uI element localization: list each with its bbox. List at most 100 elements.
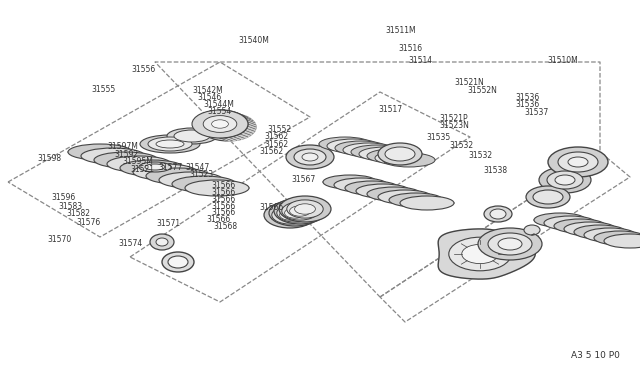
Ellipse shape (383, 153, 435, 167)
Ellipse shape (498, 238, 522, 250)
Ellipse shape (286, 145, 334, 169)
Ellipse shape (319, 137, 371, 151)
Ellipse shape (356, 184, 410, 198)
Ellipse shape (327, 139, 379, 153)
Ellipse shape (302, 153, 318, 161)
Ellipse shape (555, 175, 575, 185)
Text: A3 5 10 P0: A3 5 10 P0 (571, 351, 620, 360)
Ellipse shape (148, 137, 192, 151)
Ellipse shape (334, 178, 388, 192)
Ellipse shape (526, 186, 570, 208)
Text: 31544M: 31544M (204, 100, 234, 109)
Ellipse shape (172, 176, 236, 192)
Text: 31583: 31583 (59, 202, 83, 211)
Ellipse shape (490, 209, 506, 219)
Ellipse shape (574, 225, 626, 239)
Text: 31566: 31566 (211, 208, 236, 217)
Ellipse shape (462, 244, 499, 264)
Text: 31552: 31552 (268, 125, 292, 134)
Text: 31570: 31570 (47, 235, 72, 244)
Text: 31536: 31536 (516, 100, 540, 109)
Text: 31595M: 31595M (122, 157, 153, 166)
Ellipse shape (68, 144, 132, 160)
Text: 31554: 31554 (207, 107, 232, 116)
Text: 31566: 31566 (211, 182, 236, 190)
Text: 31598: 31598 (37, 154, 61, 163)
Ellipse shape (378, 143, 422, 165)
Ellipse shape (156, 140, 184, 148)
Text: 31562: 31562 (264, 140, 289, 149)
Ellipse shape (604, 234, 640, 248)
Text: 31582: 31582 (67, 209, 91, 218)
Ellipse shape (548, 147, 608, 177)
Ellipse shape (294, 149, 326, 165)
Text: 31537: 31537 (525, 108, 549, 117)
Ellipse shape (335, 141, 387, 155)
Ellipse shape (568, 157, 588, 167)
Ellipse shape (533, 190, 563, 204)
Ellipse shape (81, 148, 145, 164)
Ellipse shape (484, 206, 512, 222)
Text: 31536: 31536 (516, 93, 540, 102)
Ellipse shape (185, 180, 249, 196)
Text: 31546: 31546 (198, 93, 222, 102)
Ellipse shape (150, 234, 174, 250)
Ellipse shape (294, 204, 316, 214)
Ellipse shape (290, 206, 310, 216)
Text: 31521: 31521 (130, 165, 154, 174)
Ellipse shape (279, 196, 331, 222)
Text: 31566: 31566 (211, 202, 236, 211)
Text: 31597M: 31597M (108, 142, 138, 151)
Ellipse shape (159, 172, 223, 188)
Ellipse shape (212, 120, 228, 128)
Ellipse shape (162, 252, 194, 272)
Ellipse shape (345, 181, 399, 195)
Ellipse shape (478, 228, 542, 260)
Text: 31552N: 31552N (467, 86, 497, 94)
Text: 31562: 31562 (264, 132, 289, 141)
Ellipse shape (285, 208, 305, 218)
Text: 31542M: 31542M (192, 86, 223, 94)
Ellipse shape (343, 143, 395, 157)
Text: 31547: 31547 (185, 163, 209, 172)
Text: 31556: 31556 (131, 65, 156, 74)
Ellipse shape (269, 200, 321, 226)
Ellipse shape (264, 202, 316, 228)
Ellipse shape (277, 204, 313, 222)
Ellipse shape (594, 231, 640, 245)
Text: 31532: 31532 (449, 141, 474, 150)
Text: 31576: 31576 (77, 218, 101, 227)
Ellipse shape (544, 216, 596, 230)
Text: 31511M: 31511M (385, 26, 416, 35)
Ellipse shape (539, 167, 591, 193)
Ellipse shape (375, 151, 427, 165)
Ellipse shape (146, 168, 210, 184)
Text: 31538: 31538 (484, 166, 508, 175)
Ellipse shape (272, 206, 308, 224)
Text: 31592: 31592 (114, 150, 138, 159)
Text: 31517: 31517 (378, 105, 403, 114)
Ellipse shape (192, 110, 248, 138)
Polygon shape (220, 110, 256, 141)
Text: 31523: 31523 (189, 170, 214, 179)
Ellipse shape (120, 160, 184, 176)
Ellipse shape (385, 147, 415, 161)
Ellipse shape (167, 128, 217, 144)
Ellipse shape (351, 145, 403, 159)
Ellipse shape (94, 152, 158, 168)
Text: 31568: 31568 (213, 222, 237, 231)
Ellipse shape (323, 175, 377, 189)
Text: 31521N: 31521N (454, 78, 484, 87)
Ellipse shape (524, 225, 540, 235)
Text: 31514: 31514 (408, 56, 433, 65)
Ellipse shape (449, 237, 511, 271)
Ellipse shape (174, 130, 210, 142)
Ellipse shape (558, 152, 598, 172)
Ellipse shape (145, 164, 165, 170)
Text: 31521P: 31521P (439, 114, 468, 123)
Text: 31566: 31566 (207, 215, 231, 224)
Ellipse shape (400, 196, 454, 210)
Ellipse shape (107, 156, 171, 172)
Ellipse shape (204, 116, 237, 132)
Text: 31596: 31596 (51, 193, 76, 202)
